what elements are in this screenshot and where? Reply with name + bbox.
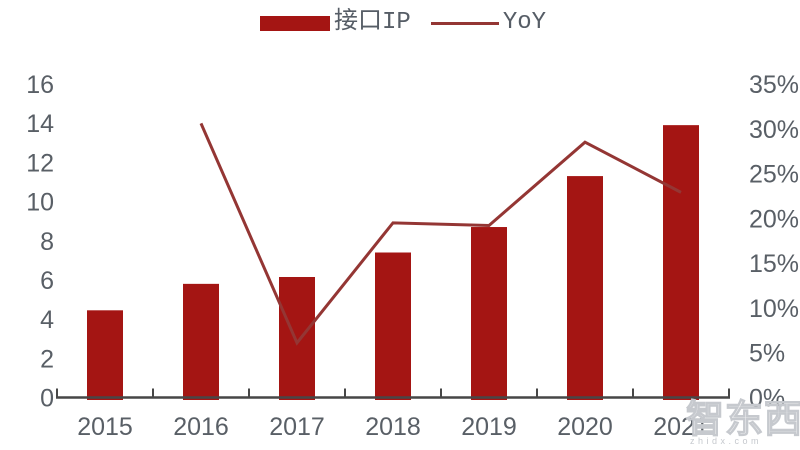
bar-2020 (567, 176, 603, 400)
bar-2017 (279, 276, 315, 400)
right-axis-tick-label: 20% (749, 205, 799, 233)
bar-2021 (663, 125, 699, 400)
x-axis-category-label: 2016 (173, 413, 229, 441)
left-axis-tick-label: 4 (40, 306, 54, 334)
left-axis-tick-label: 2 (40, 345, 54, 373)
watermark-logo: 智东西 (686, 399, 800, 441)
left-axis-tick-label: 0 (40, 385, 54, 413)
bar-2015 (87, 310, 123, 400)
x-axis-category-label: 2021 (653, 413, 709, 441)
bar-2016 (183, 283, 219, 400)
left-axis-tick-label: 6 (40, 267, 54, 295)
right-axis-tick-label: 35% (749, 71, 799, 99)
right-axis-tick-label: 25% (749, 161, 799, 189)
x-axis-category-label: 2015 (77, 413, 133, 441)
legend: 接口IP YoY (260, 10, 546, 36)
yoy-line (199, 122, 682, 346)
legend-label-bar-series: 接口IP (334, 9, 411, 36)
right-axis-tick-label: 5% (749, 340, 785, 368)
left-axis-tick-label: 16 (26, 71, 54, 99)
watermark-domain: zhidx.com (690, 436, 762, 446)
bar-2018 (375, 252, 411, 400)
bar-2019 (471, 227, 507, 400)
left-axis-tick-label: 10 (26, 189, 54, 217)
left-axis-tick-label: 14 (26, 110, 54, 138)
legend-line-swatch (430, 21, 499, 25)
right-axis-tick-label: 15% (749, 250, 799, 278)
x-axis-category-label: 2018 (365, 413, 421, 441)
x-axis-category-label: 2019 (461, 413, 517, 441)
x-axis-category-label: 2017 (269, 413, 325, 441)
x-axis-category-label: 2020 (557, 413, 613, 441)
left-axis-tick-label: 12 (26, 149, 54, 177)
left-axis-tick-label: 8 (40, 228, 54, 256)
legend-bar-swatch (260, 15, 330, 31)
right-axis-tick-label: 10% (749, 295, 799, 323)
legend-label-line-series: YoY (502, 9, 547, 36)
right-axis-tick-label: 30% (749, 116, 799, 144)
right-axis-tick-label: 0% (749, 385, 785, 413)
